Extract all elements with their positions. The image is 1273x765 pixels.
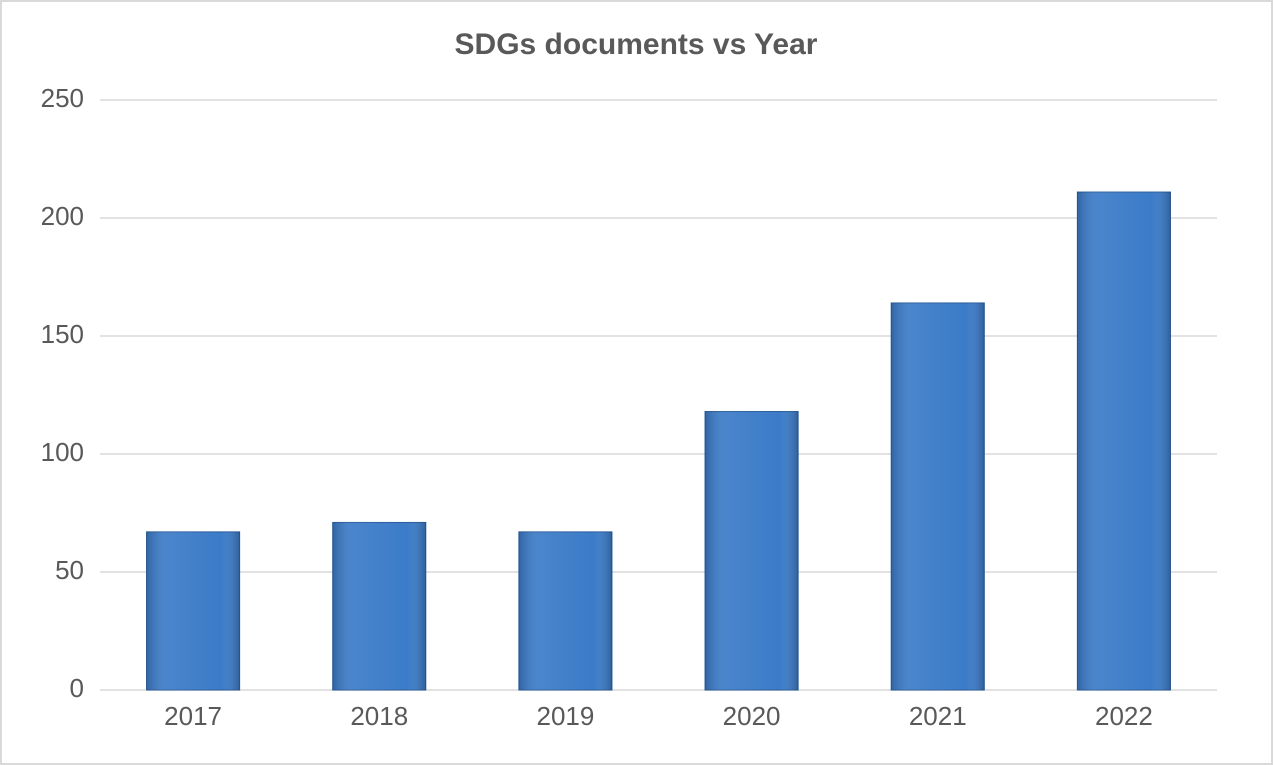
x-tick-label: 2019 — [536, 701, 594, 731]
bar-shade — [518, 531, 612, 690]
bar-shade — [705, 411, 799, 690]
chart-title: SDGs documents vs Year — [455, 28, 818, 61]
bar-shade — [146, 531, 240, 690]
y-tick-label: 250 — [41, 83, 84, 113]
bar-shade — [332, 522, 426, 690]
bar-shade — [891, 302, 985, 690]
y-tick-label: 200 — [41, 201, 84, 231]
bar-shade — [1077, 192, 1171, 691]
y-tick-label: 100 — [41, 437, 84, 467]
y-tick-label: 50 — [55, 555, 84, 585]
y-tick-label: 0 — [70, 673, 84, 703]
x-tick-label: 2022 — [1095, 701, 1153, 731]
x-tick-label: 2020 — [723, 701, 781, 731]
x-tick-label: 2021 — [909, 701, 967, 731]
y-tick-label: 150 — [41, 319, 84, 349]
x-tick-label: 2017 — [164, 701, 222, 731]
x-tick-label: 2018 — [350, 701, 408, 731]
